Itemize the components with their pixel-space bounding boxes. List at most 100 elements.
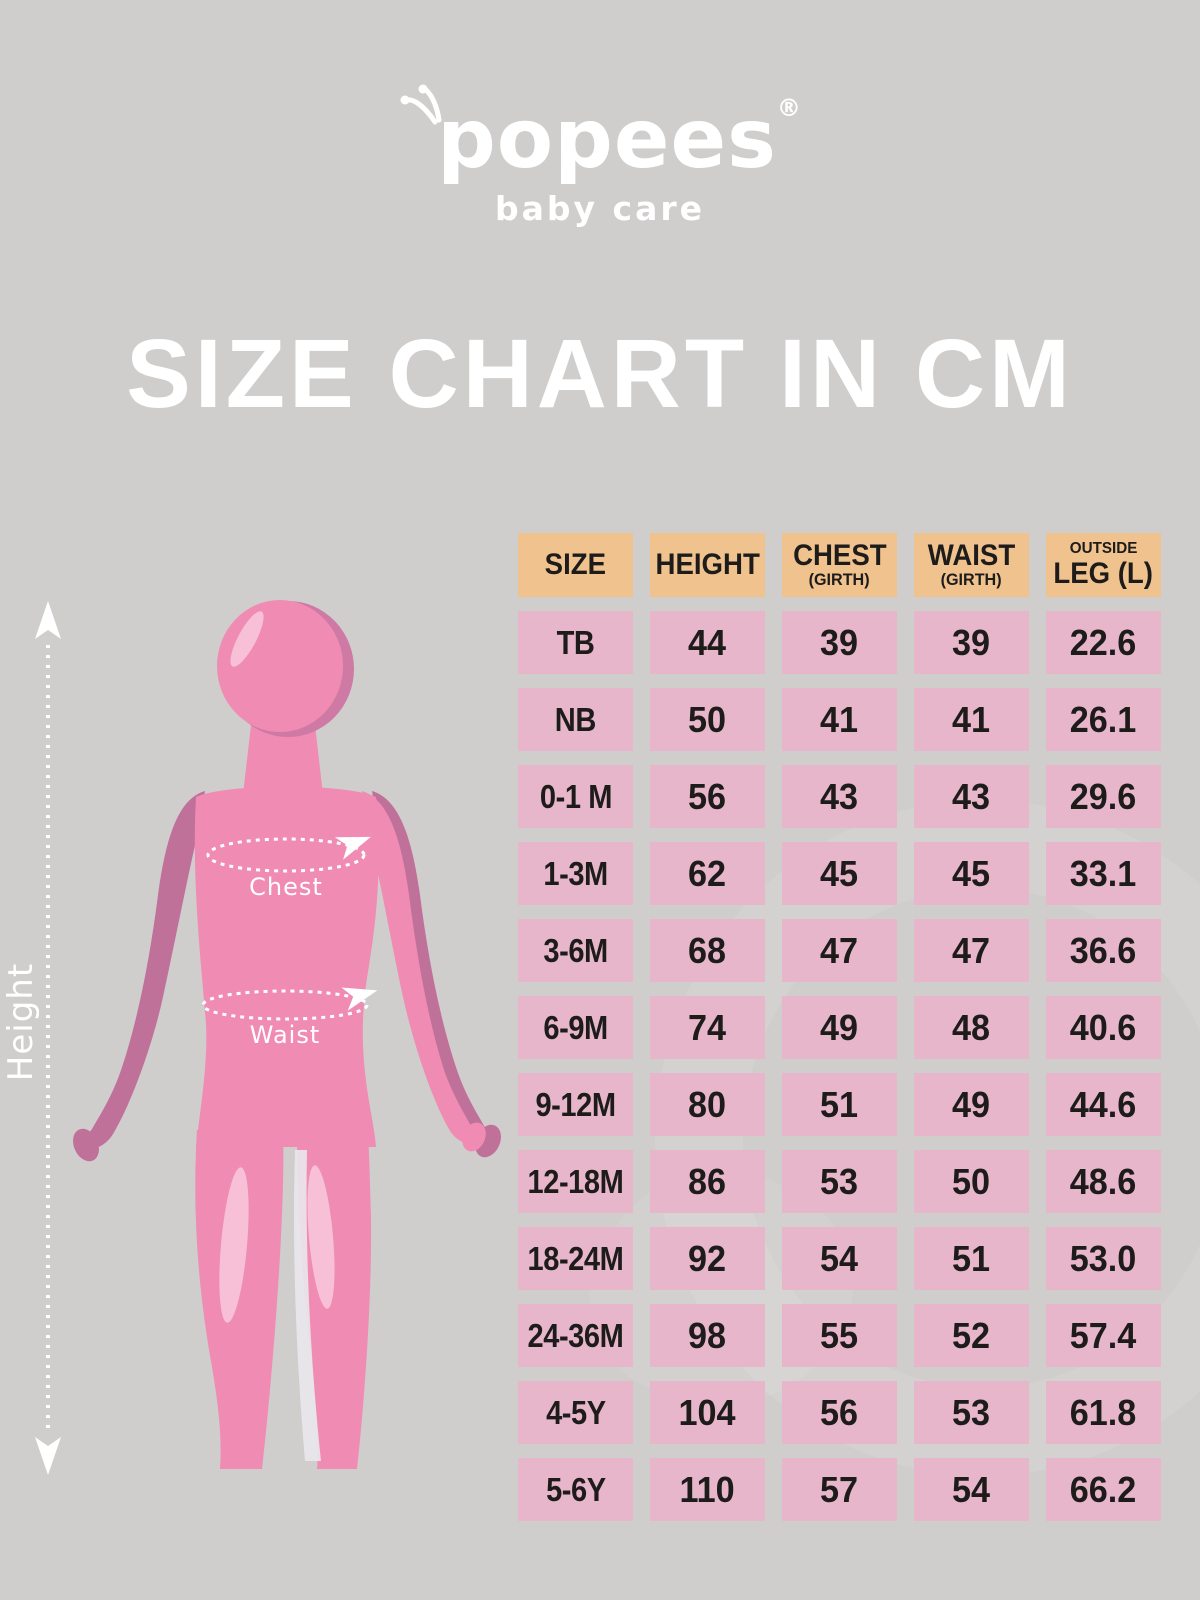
- value-cell: 47: [914, 919, 1029, 982]
- value-text: 49: [820, 1006, 859, 1048]
- column-header-text: SIZE: [544, 548, 607, 582]
- value-text: 53: [952, 1391, 991, 1433]
- value-cell: 39: [782, 611, 897, 674]
- value-cell: 53.0: [1046, 1227, 1161, 1290]
- size-label: NB: [554, 700, 597, 738]
- page-title: SIZE CHART IN CM: [126, 319, 1074, 428]
- column-header-text: LEG (L): [1053, 557, 1154, 591]
- value-text: 43: [820, 775, 859, 817]
- value-text: 39: [952, 621, 991, 663]
- value-cell: 39: [914, 611, 1029, 674]
- value-cell: 45: [782, 842, 897, 905]
- size-label-cell: 1-3M: [518, 842, 633, 905]
- value-cell: 50: [914, 1150, 1029, 1213]
- column-header-text: WAIST: [927, 538, 1016, 572]
- value-text: 56: [688, 775, 727, 817]
- mannequin-body: [73, 600, 501, 1469]
- value-text: 22.6: [1070, 621, 1137, 663]
- value-cell: 56: [782, 1381, 897, 1444]
- value-text: 68: [688, 929, 727, 971]
- value-cell: 47: [782, 919, 897, 982]
- value-text: 48.6: [1070, 1160, 1137, 1202]
- size-table: SIZE HEIGHT CHEST (GIRTH) WAIST (GIRTH) OUTSID…: [518, 533, 1161, 1521]
- size-label-cell: 18-24M: [518, 1227, 633, 1290]
- brand-logo: popees®: [399, 84, 801, 187]
- value-text: 39: [820, 621, 859, 663]
- value-text: 54: [952, 1468, 991, 1510]
- value-cell: 104: [650, 1381, 765, 1444]
- chest-girth-annotation: Chest: [206, 836, 371, 901]
- value-cell: 110: [650, 1458, 765, 1521]
- brand-tagline: baby care: [495, 189, 705, 228]
- value-cell: 52: [914, 1304, 1029, 1367]
- value-text: 50: [952, 1160, 991, 1202]
- value-text: 98: [688, 1314, 727, 1356]
- column-header-text: CHEST: [792, 538, 887, 572]
- value-text: 51: [820, 1083, 859, 1125]
- value-cell: 49: [914, 1073, 1029, 1136]
- size-label: 5-6Y: [545, 1470, 606, 1508]
- value-cell: 40.6: [1046, 996, 1161, 1059]
- value-cell: 98: [650, 1304, 765, 1367]
- value-text: 56: [820, 1391, 859, 1433]
- value-cell: 45: [914, 842, 1029, 905]
- value-text: 51: [952, 1237, 991, 1279]
- value-text: 45: [820, 852, 859, 894]
- value-cell: 26.1: [1046, 688, 1161, 751]
- value-text: 62: [688, 852, 727, 894]
- height-label: Height: [1, 963, 41, 1081]
- value-text: 110: [679, 1468, 736, 1510]
- size-label: 24-36M: [527, 1316, 624, 1354]
- value-cell: 92: [650, 1227, 765, 1290]
- value-text: 50: [688, 698, 727, 740]
- value-cell: 44.6: [1046, 1073, 1161, 1136]
- column-header-text: OUTSIDE: [1069, 540, 1138, 558]
- value-text: 41: [952, 698, 991, 740]
- butterfly-antennae-icon: [400, 84, 442, 125]
- value-cell: 56: [650, 765, 765, 828]
- size-label-cell: NB: [518, 688, 633, 751]
- value-text: 54: [820, 1237, 859, 1279]
- value-text: 41: [820, 698, 859, 740]
- value-text: 53: [820, 1160, 859, 1202]
- value-cell: 51: [782, 1073, 897, 1136]
- size-label: 4-5Y: [545, 1393, 606, 1431]
- value-cell: 57: [782, 1458, 897, 1521]
- value-text: 53.0: [1070, 1237, 1137, 1279]
- value-text: 66.2: [1070, 1468, 1137, 1510]
- value-cell: 66.2: [1046, 1458, 1161, 1521]
- column-header-text: HEIGHT: [655, 548, 760, 582]
- size-label: 9-12M: [535, 1085, 616, 1123]
- value-cell: 43: [914, 765, 1029, 828]
- value-text: 26.1: [1070, 698, 1137, 740]
- value-cell: 48: [914, 996, 1029, 1059]
- column-header-text: (GIRTH): [940, 570, 1003, 590]
- value-cell: 44: [650, 611, 765, 674]
- value-text: 57: [820, 1468, 859, 1510]
- value-text: 92: [688, 1237, 727, 1279]
- value-cell: 80: [650, 1073, 765, 1136]
- size-label: 18-24M: [527, 1239, 624, 1277]
- value-text: 55: [820, 1314, 859, 1356]
- size-label-cell: 24-36M: [518, 1304, 633, 1367]
- value-cell: 41: [782, 688, 897, 751]
- value-text: 49: [952, 1083, 991, 1125]
- header-cell: HEIGHT: [650, 533, 765, 597]
- value-text: 80: [688, 1083, 727, 1125]
- value-cell: 36.6: [1046, 919, 1161, 982]
- value-text: 40.6: [1070, 1006, 1137, 1048]
- brand-wordmark: popees: [437, 92, 777, 187]
- value-cell: 57.4: [1046, 1304, 1161, 1367]
- value-cell: 51: [914, 1227, 1029, 1290]
- value-cell: 55: [782, 1304, 897, 1367]
- value-text: 44: [688, 621, 727, 663]
- header-cell: SIZE: [518, 533, 633, 597]
- value-text: 36.6: [1070, 929, 1137, 971]
- registered-trademark-symbol: ®: [776, 94, 801, 122]
- value-cell: 53: [782, 1150, 897, 1213]
- size-label-cell: 9-12M: [518, 1073, 633, 1136]
- size-label-cell: 6-9M: [518, 996, 633, 1059]
- value-cell: 61.8: [1046, 1381, 1161, 1444]
- column-header-text: (GIRTH): [808, 570, 871, 590]
- value-text: 52: [952, 1314, 991, 1356]
